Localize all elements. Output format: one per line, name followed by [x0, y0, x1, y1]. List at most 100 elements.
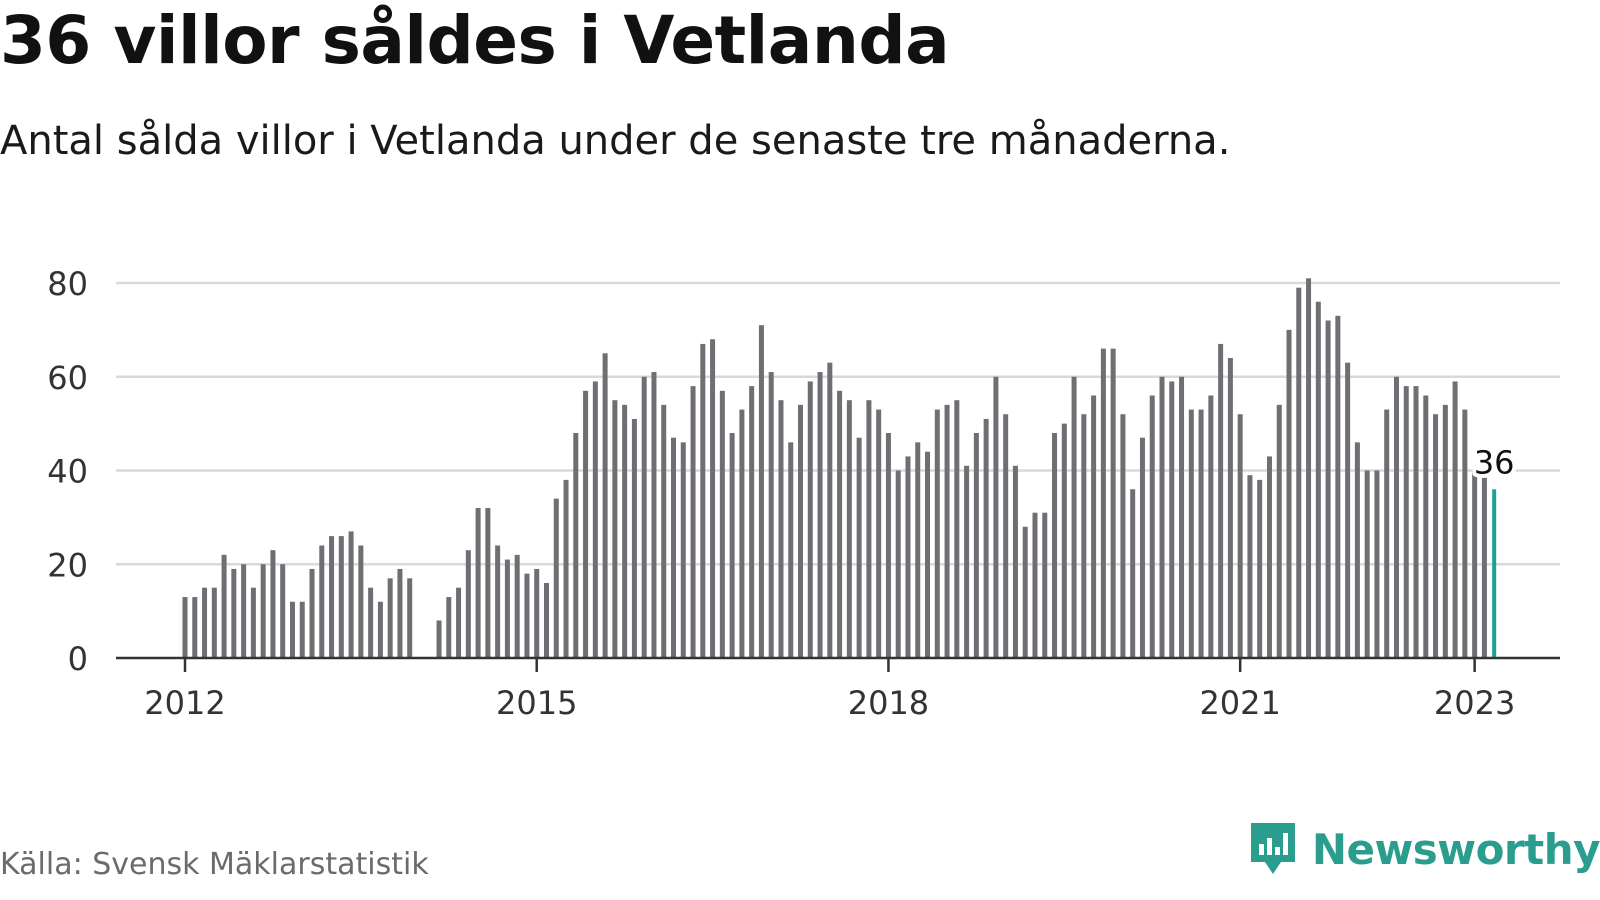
bar	[1081, 414, 1087, 658]
bar	[925, 451, 931, 658]
bar	[1423, 395, 1429, 658]
bar	[1139, 437, 1145, 658]
bar	[182, 597, 188, 658]
bar	[1218, 343, 1224, 658]
bar	[680, 442, 686, 658]
bar	[1042, 512, 1048, 658]
bar	[641, 376, 647, 658]
bar	[612, 400, 618, 658]
bar	[524, 573, 530, 658]
bar	[1198, 409, 1204, 658]
source-note: Källa: Svensk Mäklarstatistik	[0, 847, 429, 882]
bar	[309, 568, 315, 658]
bar	[338, 536, 344, 658]
bar	[377, 601, 383, 658]
bar	[739, 409, 745, 658]
chart-title: 36 villor såldes i Vetlanda	[0, 2, 950, 79]
bar	[1237, 414, 1243, 658]
bar	[631, 418, 637, 658]
bar	[534, 568, 540, 658]
bar	[1247, 475, 1253, 658]
y-tick-label: 60	[47, 359, 88, 397]
bar	[1442, 404, 1448, 658]
bar	[475, 508, 481, 658]
chart-subtitle: Antal sålda villor i Vetlanda under de s…	[0, 118, 1231, 164]
bar	[1091, 395, 1097, 658]
bar	[1130, 489, 1136, 658]
bar	[387, 578, 393, 658]
bar	[1266, 456, 1272, 658]
bar	[1345, 362, 1351, 658]
bar	[592, 381, 598, 658]
bar	[788, 442, 794, 658]
bar	[993, 376, 999, 658]
bar	[329, 536, 335, 658]
x-tick-label: 2021	[1199, 684, 1280, 722]
bar	[719, 390, 725, 658]
highlighted-bar	[1492, 489, 1497, 658]
bar	[1179, 376, 1185, 658]
x-tick-label: 2018	[848, 684, 929, 722]
bar	[1276, 404, 1282, 658]
bar	[876, 409, 882, 658]
bar	[1071, 376, 1077, 658]
bar	[758, 325, 764, 658]
bar	[504, 559, 510, 658]
bar	[710, 339, 716, 658]
bar	[1481, 470, 1487, 658]
bar	[1188, 409, 1194, 658]
bar	[1462, 409, 1468, 658]
bar	[1403, 386, 1409, 658]
bar	[1159, 376, 1165, 658]
bar	[319, 545, 325, 658]
bar	[768, 372, 774, 658]
bar	[1374, 470, 1380, 658]
bar	[1413, 386, 1419, 658]
bar	[1393, 376, 1399, 658]
bar	[1315, 301, 1321, 658]
bar	[973, 433, 979, 658]
y-tick-label: 20	[47, 546, 88, 584]
bar	[749, 386, 755, 658]
bar	[1208, 395, 1214, 658]
bar	[895, 470, 901, 658]
bar	[221, 554, 227, 658]
bar	[1100, 348, 1106, 658]
bar	[1149, 395, 1155, 658]
bar	[1120, 414, 1126, 658]
bar	[817, 372, 823, 658]
bar	[563, 479, 569, 658]
bar	[856, 437, 862, 658]
bar	[543, 583, 549, 658]
bar	[211, 587, 217, 658]
x-tick-label: 2012	[144, 684, 225, 722]
newsworthy-logo[interactable]: Newsworthy	[1248, 820, 1600, 878]
bar	[407, 578, 413, 658]
bar	[1384, 409, 1390, 658]
y-tick-label: 80	[47, 265, 88, 303]
bar	[1022, 526, 1028, 658]
x-tick-label: 2023	[1434, 684, 1515, 722]
bar	[446, 597, 452, 658]
bar	[1296, 287, 1302, 658]
bar	[622, 404, 628, 658]
bar	[700, 343, 706, 658]
bar	[456, 587, 462, 658]
bar	[358, 545, 364, 658]
bar	[1286, 329, 1292, 658]
bar	[954, 400, 960, 658]
bar	[964, 465, 970, 658]
bar	[192, 597, 198, 658]
bar	[260, 564, 266, 658]
bar	[798, 404, 804, 658]
bar	[1306, 278, 1312, 658]
bar	[250, 587, 256, 658]
bar	[1452, 381, 1458, 658]
y-tick-label: 40	[47, 453, 88, 491]
bar	[1169, 381, 1175, 658]
bar	[905, 456, 911, 658]
bar	[661, 404, 667, 658]
bar	[299, 601, 305, 658]
bar	[944, 404, 950, 658]
